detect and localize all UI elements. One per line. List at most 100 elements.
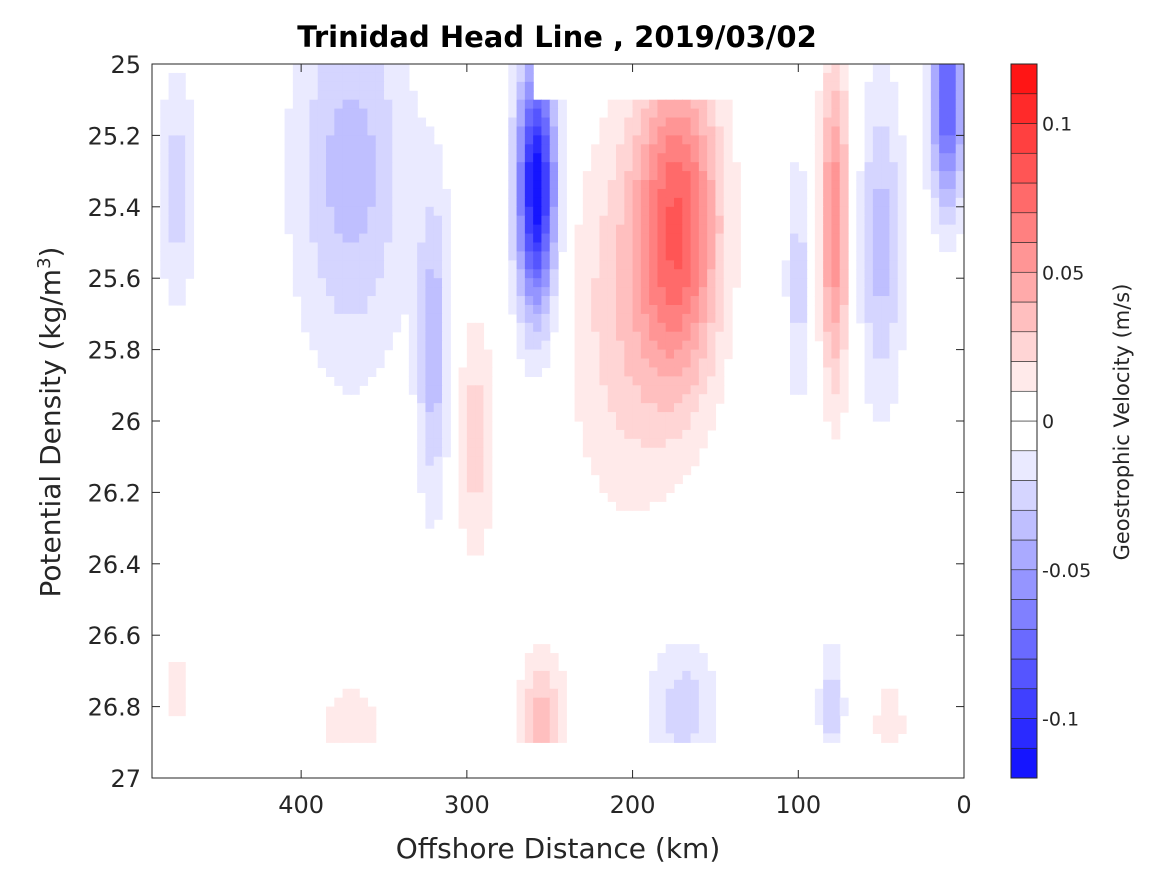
velocity-cell [665,215,675,226]
velocity-cell [889,688,899,699]
velocity-cell [508,188,518,199]
velocity-cell [657,269,667,279]
velocity-cell [823,144,833,154]
velocity-cell [392,296,402,306]
velocity-cell [185,269,195,279]
velocity-cell [674,429,683,440]
velocity-cell [160,233,170,244]
velocity-cell [723,215,733,226]
velocity-cell [524,653,534,663]
velocity-cell [616,421,625,431]
velocity-cell [707,421,717,431]
velocity-cell [574,313,584,324]
velocity-cell [533,661,543,672]
velocity-cell [475,528,485,538]
velocity-cell [508,260,518,270]
velocity-cell [657,688,667,699]
velocity-cell [889,171,899,181]
velocity-cell [350,153,360,163]
velocity-cell [342,242,352,253]
velocity-cell [516,688,526,699]
velocity-cell [889,126,899,137]
velocity-cell [350,269,360,279]
velocity-cell [367,206,377,217]
velocity-cell [939,180,949,190]
velocity-cell [665,242,675,253]
velocity-cell [640,108,650,119]
velocity-cell [889,376,899,386]
velocity-cell [408,367,418,377]
y-axis-label: Potential Density (kg/m3) [34,247,67,598]
velocity-cell [466,367,476,377]
velocity-cell [881,322,891,333]
velocity-cell [400,171,410,181]
velocity-cell [326,108,335,119]
velocity-cell [640,403,650,413]
velocity-cell [367,251,377,261]
velocity-cell [574,269,584,279]
velocity-cell [350,385,360,395]
velocity-cell [392,180,402,190]
velocity-cell [392,224,402,235]
velocity-cell [674,438,683,449]
velocity-cell [856,215,866,226]
velocity-cell [649,296,659,306]
velocity-cell [839,153,849,163]
velocity-cell [674,144,683,154]
velocity-cell [872,349,882,360]
velocity-cell [897,206,907,217]
velocity-cell [640,438,650,449]
velocity-cell [632,438,642,449]
velocity-cell [350,162,360,172]
velocity-cell [392,144,402,154]
velocity-cell [872,117,882,128]
velocity-cell [350,90,360,101]
velocity-cell [292,162,302,172]
velocity-cell [889,313,899,324]
velocity-cell [707,251,717,261]
colorbar-tick-label: -0.05 [1042,560,1091,582]
velocity-cell [466,545,476,556]
velocity-cell [350,322,360,333]
velocity-cell [632,171,642,181]
velocity-cell [955,99,965,110]
velocity-cell [384,135,393,145]
velocity-cell [516,233,526,244]
velocity-cell [350,376,360,386]
velocity-cell [698,153,708,163]
velocity-cell [798,376,808,386]
velocity-cell [384,287,393,297]
velocity-cell [674,180,683,190]
x-axis-label: Offshore Distance (km) [396,832,721,865]
velocity-cell [574,233,584,244]
velocity-cell [176,278,186,288]
velocity-cell [160,162,170,172]
velocity-cell [607,421,617,431]
velocity-cell [466,412,476,422]
velocity-cell [417,331,427,342]
velocity-cell [640,171,650,181]
velocity-cell [284,197,294,208]
velocity-cell [591,233,601,244]
velocity-cell [657,412,667,422]
velocity-cell [839,349,849,360]
velocity-cell [475,429,485,440]
velocity-cell [814,296,824,306]
velocity-cell [475,447,485,458]
velocity-cell [350,313,360,324]
velocity-cell [955,215,965,226]
velocity-cell [582,206,592,217]
velocity-cell [317,242,327,253]
velocity-cell [640,162,650,172]
velocity-cell [524,331,534,342]
velocity-cell [831,206,841,217]
velocity-cell [698,278,708,288]
velocity-cell [732,188,741,199]
velocity-cell [632,465,642,476]
velocity-cell [798,188,808,199]
velocity-cell [864,340,874,351]
velocity-cell [334,126,344,137]
velocity-cell [682,644,692,654]
velocity-cell [939,162,949,172]
velocity-cell [624,304,634,315]
